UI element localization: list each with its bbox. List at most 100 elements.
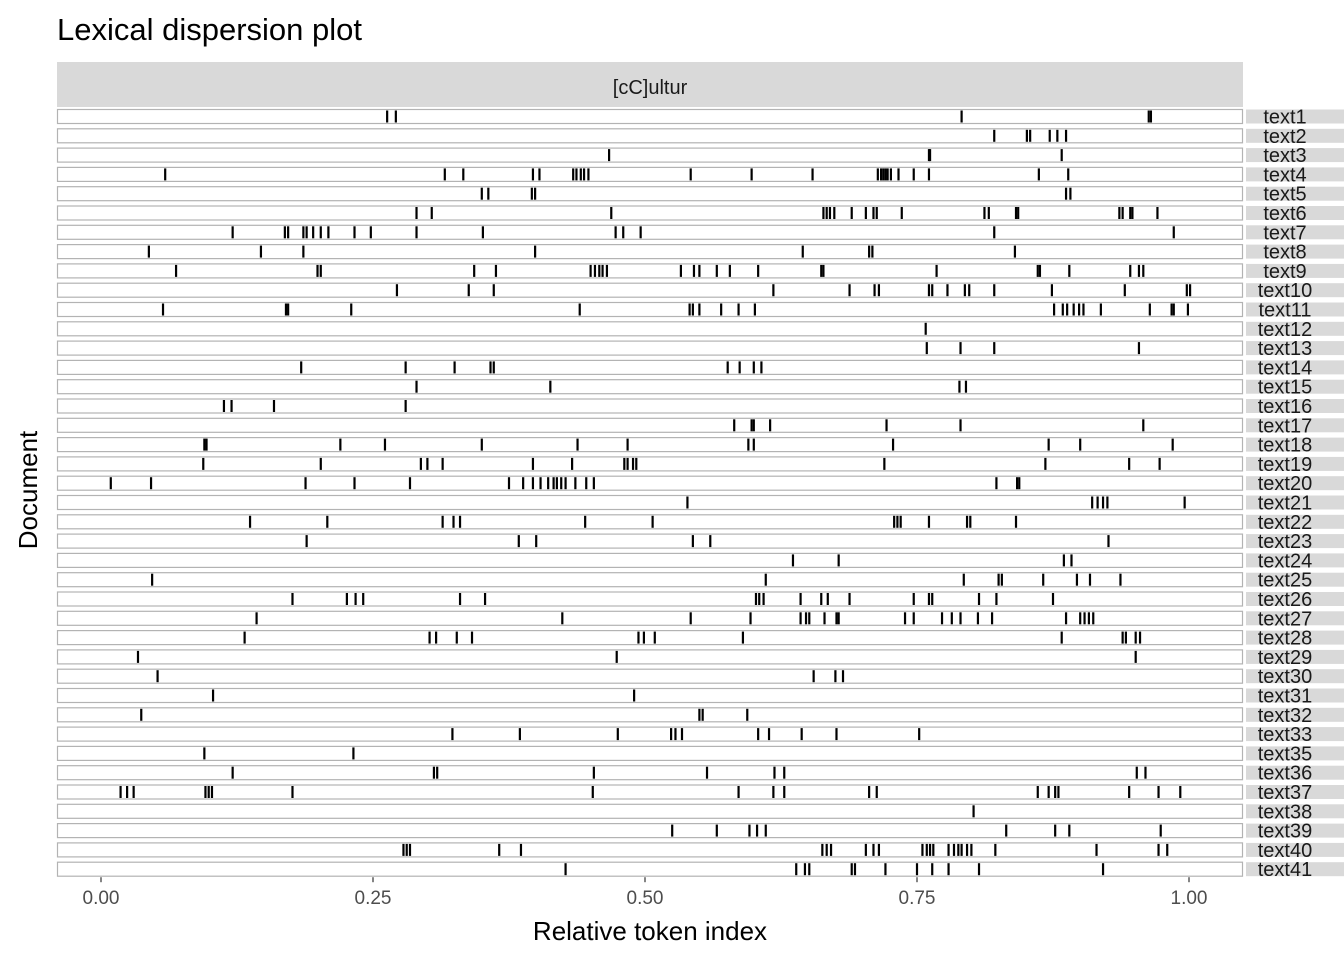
- document-label: text5: [1263, 184, 1306, 206]
- row-strip: [1246, 707, 1344, 722]
- row-panel: [56, 417, 1244, 433]
- row-strip: [1246, 186, 1344, 201]
- row-strip: [1246, 785, 1344, 799]
- document-row: text39: [56, 821, 1344, 843]
- row-panel: [56, 552, 1244, 569]
- row-panel: [56, 687, 1244, 704]
- row-panel: [56, 514, 1244, 530]
- row-panel: [56, 765, 1244, 781]
- document-label: text30: [1258, 666, 1312, 688]
- document-row: text26: [56, 589, 1344, 611]
- row-strip: [1246, 418, 1344, 433]
- row-panel: [56, 205, 1244, 221]
- x-tick-label: 0.00: [83, 888, 120, 909]
- document-label: text36: [1258, 763, 1312, 785]
- document-label: text3: [1263, 145, 1306, 167]
- row-panel: [56, 822, 1244, 839]
- document-label: text9: [1263, 261, 1306, 283]
- row-strip: [1246, 862, 1344, 877]
- document-row: text36: [56, 763, 1344, 785]
- document-label: text11: [1259, 300, 1312, 322]
- row-panel: [56, 147, 1244, 163]
- document-row: text35: [56, 743, 1344, 765]
- document-label: text20: [1258, 473, 1312, 495]
- document-label: text17: [1258, 415, 1312, 437]
- document-row: text15: [56, 377, 1344, 399]
- row-strip: [1246, 109, 1344, 124]
- document-row: text27: [56, 608, 1344, 630]
- row-strip: [1246, 727, 1344, 742]
- row-strip: [1246, 553, 1344, 568]
- document-label: text10: [1258, 280, 1312, 302]
- document-label: text37: [1258, 782, 1312, 804]
- row-panel: [56, 166, 1244, 182]
- document-label: text28: [1258, 628, 1312, 650]
- document-row: text20: [56, 473, 1344, 495]
- document-row: text5: [56, 184, 1344, 206]
- document-label: text23: [1258, 531, 1312, 553]
- document-label: text1: [1263, 107, 1306, 129]
- row-strip: [1246, 765, 1344, 780]
- row-panel: [56, 224, 1244, 240]
- document-label: text14: [1258, 357, 1312, 379]
- row-panel: [56, 629, 1244, 646]
- row-strip: [1246, 437, 1344, 452]
- document-row: text13: [56, 338, 1344, 360]
- row-panel: [56, 861, 1244, 877]
- document-label: text8: [1263, 242, 1306, 264]
- document-label: text16: [1258, 396, 1312, 418]
- document-row: text18: [56, 435, 1344, 457]
- row-strip: [1246, 804, 1344, 819]
- row-strip: [1246, 148, 1344, 163]
- row-strip: [1246, 514, 1344, 529]
- row-panel: [56, 591, 1244, 607]
- row-strip: [1246, 630, 1344, 645]
- row-panel: [56, 321, 1244, 337]
- document-label: text26: [1258, 589, 1312, 611]
- document-row: text32: [56, 705, 1344, 727]
- document-label: text6: [1263, 203, 1306, 225]
- row-strip: [1246, 649, 1344, 664]
- document-row: text6: [56, 203, 1344, 225]
- row-strip: [1246, 611, 1344, 626]
- document-row: text2: [56, 126, 1344, 148]
- x-tick-label: 0.75: [899, 888, 936, 909]
- document-row: text25: [56, 570, 1344, 592]
- document-row: text7: [56, 222, 1344, 244]
- row-strip: [1246, 263, 1344, 278]
- row-panel: [56, 359, 1244, 375]
- document-label: text38: [1258, 801, 1312, 823]
- document-row: text28: [56, 628, 1344, 650]
- document-row: text4: [56, 164, 1344, 186]
- row-panel: [56, 263, 1244, 279]
- row-strip: [1246, 225, 1344, 240]
- document-row: text22: [56, 512, 1344, 534]
- row-panel: [56, 745, 1244, 762]
- document-label: text32: [1258, 705, 1312, 727]
- x-tick-label: 0.50: [627, 888, 664, 909]
- document-row: text21: [56, 493, 1344, 515]
- facet-label: [cC]ultur: [613, 77, 688, 99]
- document-row: text24: [56, 550, 1344, 572]
- document-label: text12: [1258, 319, 1312, 341]
- row-panel: [56, 494, 1244, 511]
- document-label: text39: [1258, 821, 1312, 843]
- row-panel: [56, 475, 1244, 491]
- row-strip: [1246, 456, 1344, 471]
- document-row: text12: [56, 319, 1344, 341]
- facet-strip: [57, 62, 1243, 107]
- row-strip: [1246, 592, 1344, 606]
- row-strip: [1246, 321, 1344, 336]
- row-panel: [56, 707, 1244, 723]
- document-label: text4: [1263, 164, 1306, 186]
- row-strip: [1246, 128, 1344, 143]
- x-axis-title: Relative token index: [533, 916, 767, 946]
- document-label: text15: [1258, 377, 1312, 399]
- row-strip: [1246, 341, 1344, 356]
- row-panel: [56, 533, 1244, 549]
- document-label: text2: [1263, 126, 1306, 148]
- row-strip: [1246, 572, 1344, 587]
- document-row: text38: [56, 801, 1344, 823]
- document-label: text31: [1258, 686, 1312, 708]
